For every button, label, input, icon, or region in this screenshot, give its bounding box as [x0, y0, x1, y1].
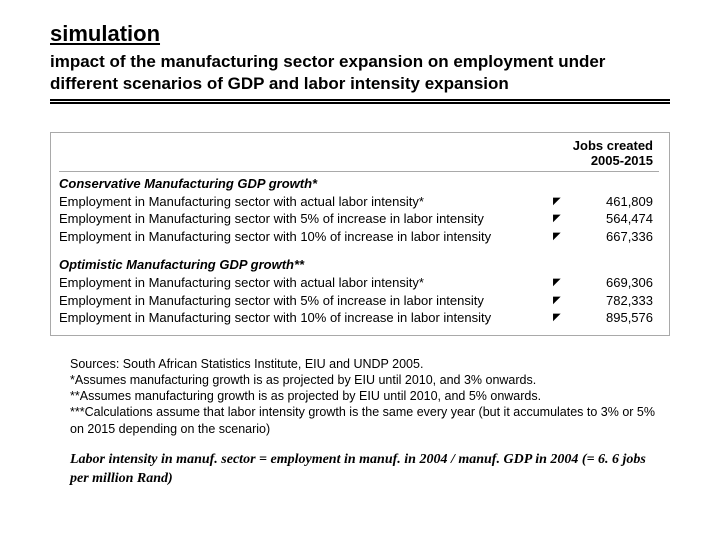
row-label: Employment in Manufacturing sector with … [59, 228, 553, 246]
sources-block: Sources: South African Statistics Instit… [70, 356, 660, 437]
row-label: Employment in Manufacturing sector with … [59, 193, 553, 211]
header-line-1: Jobs created [59, 139, 653, 154]
marker-icon: ◤ [553, 276, 569, 290]
source-line: ***Calculations assume that labor intens… [70, 404, 660, 437]
group-heading: Conservative Manufacturing GDP growth* [59, 176, 659, 193]
header-line-2: 2005-2015 [59, 154, 653, 169]
row-label: Employment in Manufacturing sector with … [59, 309, 553, 327]
marker-icon: ◤ [553, 294, 569, 308]
row-value: 782,333 [569, 292, 659, 310]
row-label: Employment in Manufacturing sector with … [59, 274, 553, 292]
double-rule [50, 99, 670, 104]
table-row: Employment in Manufacturing sector with … [59, 292, 659, 310]
row-label: Employment in Manufacturing sector with … [59, 292, 553, 310]
source-line: Sources: South African Statistics Instit… [70, 356, 660, 372]
jobs-table: Jobs created 2005-2015 Conservative Manu… [50, 132, 670, 336]
marker-icon: ◤ [553, 212, 569, 226]
table-row: Employment in Manufacturing sector with … [59, 309, 659, 327]
page-title: simulation [50, 20, 670, 49]
row-value: 461,809 [569, 193, 659, 211]
source-line: **Assumes manufacturing growth is as pro… [70, 388, 660, 404]
row-value: 669,306 [569, 274, 659, 292]
row-value: 564,474 [569, 210, 659, 228]
group-heading: Optimistic Manufacturing GDP growth** [59, 257, 659, 274]
table-header: Jobs created 2005-2015 [59, 139, 659, 172]
marker-icon: ◤ [553, 230, 569, 244]
source-line: *Assumes manufacturing growth is as proj… [70, 372, 660, 388]
formula-text: Labor intensity in manuf. sector = emplo… [70, 451, 660, 489]
table-row: Employment in Manufacturing sector with … [59, 228, 659, 246]
table-row: Employment in Manufacturing sector with … [59, 210, 659, 228]
row-value: 667,336 [569, 228, 659, 246]
page-subtitle: impact of the manufacturing sector expan… [50, 51, 670, 95]
row-label: Employment in Manufacturing sector with … [59, 210, 553, 228]
marker-icon: ◤ [553, 195, 569, 209]
table-row: Employment in Manufacturing sector with … [59, 193, 659, 211]
row-value: 895,576 [569, 309, 659, 327]
marker-icon: ◤ [553, 311, 569, 325]
table-row: Employment in Manufacturing sector with … [59, 274, 659, 292]
